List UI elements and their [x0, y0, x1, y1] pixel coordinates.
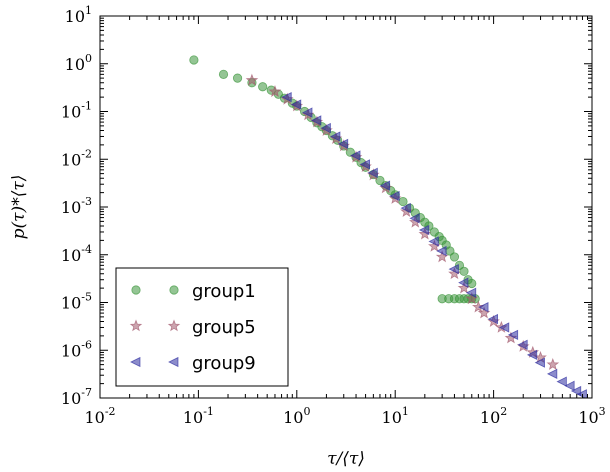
data-point: [359, 159, 370, 170]
legend-marker: [169, 285, 179, 295]
data-point: [526, 349, 538, 361]
legend: group1 group5 group9: [115, 267, 289, 387]
y-tick-label: 10-7: [61, 386, 92, 408]
data-point: [409, 213, 420, 224]
x-tick-label: 102: [480, 405, 507, 427]
y-tick-label: 10-4: [61, 243, 92, 265]
data-point: [398, 196, 408, 207]
data-point: [449, 252, 460, 262]
data-point: [258, 82, 268, 92]
y-tick-label: 10-2: [61, 147, 92, 169]
series-group5: [245, 73, 560, 371]
data-point: [418, 224, 430, 236]
axis-tick-labels: 10-2 10-1 100 101 102 103 10-7 10-6 10-5 10-4 10-3…: [61, 4, 606, 427]
x-tick-label: 100: [283, 405, 310, 427]
legend-marker: [129, 319, 143, 332]
data-point: [534, 357, 545, 368]
axis-ticks: [99, 15, 593, 399]
data-point: [487, 313, 499, 325]
legend-box: [115, 267, 289, 387]
data-point: [310, 115, 322, 126]
data-point: [465, 287, 477, 298]
data-point: [268, 85, 282, 98]
data-point: [232, 73, 243, 83]
data-point: [436, 245, 447, 257]
data-point: [546, 357, 560, 371]
legend-marker: [131, 285, 141, 295]
legend-label: group9: [192, 353, 256, 374]
legend-marker: [168, 356, 179, 368]
legend-marker: [130, 356, 141, 368]
data-point: [367, 167, 378, 178]
data-point: [379, 180, 391, 191]
data-point: [302, 107, 313, 118]
x-tick-label: 10-1: [183, 405, 214, 427]
data-point: [337, 138, 349, 150]
data-point: [458, 277, 469, 288]
data-point: [546, 368, 558, 380]
y-tick-label: 10-3: [61, 195, 92, 217]
data-point: [218, 69, 229, 79]
x-tick-label: 10-2: [84, 405, 115, 427]
data-point: [459, 266, 469, 276]
legend-label: group1: [192, 281, 256, 302]
data-point: [320, 122, 331, 134]
data-point: [498, 322, 510, 333]
data-point: [556, 376, 567, 387]
data-point: [448, 263, 459, 275]
data-point: [507, 329, 519, 341]
series-group1: [189, 55, 480, 304]
data-point: [375, 175, 385, 186]
data-point: [400, 202, 411, 214]
data-point: [290, 99, 302, 110]
legend-marker: [167, 319, 181, 332]
data-point: [478, 301, 489, 313]
data-point: [330, 131, 341, 142]
data-point: [245, 73, 259, 86]
legend-label: group5: [192, 317, 256, 338]
y-tick-label: 100: [65, 52, 92, 74]
chart-marks: [189, 55, 587, 398]
data-point: [428, 236, 439, 247]
x-tick-label: 103: [578, 405, 605, 427]
data-point: [189, 55, 199, 65]
data-point: [517, 339, 528, 350]
data-point: [281, 91, 292, 103]
data-point: [350, 150, 361, 161]
x-tick-label: 101: [382, 405, 409, 427]
data-point: [564, 380, 575, 391]
y-axis-label: p(τ)*⟨τ⟩: [9, 175, 29, 240]
y-tick-label: 10-5: [61, 291, 92, 313]
y-tick-label: 10-1: [61, 100, 92, 122]
series-group9: [281, 91, 587, 398]
data-point: [389, 190, 400, 202]
y-tick-label: 101: [65, 4, 92, 26]
y-tick-label: 10-6: [61, 338, 92, 360]
x-axis-label: τ/⟨τ⟩: [327, 449, 365, 469]
